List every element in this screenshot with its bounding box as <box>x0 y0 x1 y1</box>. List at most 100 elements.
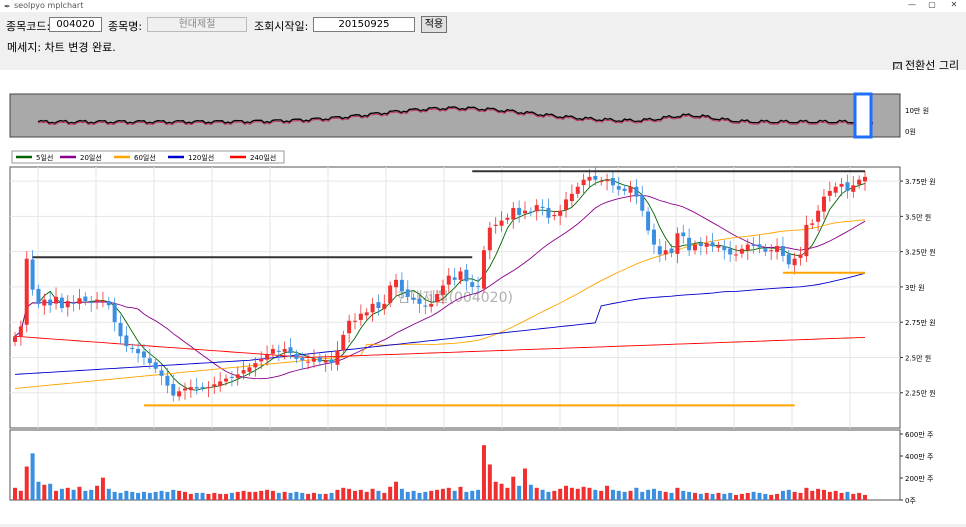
candle-body <box>30 259 35 290</box>
volume-bar <box>646 489 651 500</box>
close-button[interactable]: ✕ <box>950 0 958 9</box>
window-title: seolpyo mplchart <box>14 1 84 10</box>
volume-bar <box>839 492 844 500</box>
volume-bar <box>300 492 305 500</box>
candle-body <box>646 211 651 231</box>
candle-body <box>564 199 569 210</box>
volume-bar <box>757 492 762 500</box>
candle-body <box>311 358 316 362</box>
volume-bar <box>523 468 527 500</box>
volume-bar <box>124 490 129 500</box>
volume-bar <box>440 488 445 500</box>
volume-bar <box>253 491 258 500</box>
query-form: 종목코드: 004020 종목명: 현대제철 조회시작일: 20150925 적… <box>0 15 966 37</box>
candle-body <box>698 242 703 247</box>
candle-body <box>77 298 82 304</box>
volume-bar <box>751 491 756 500</box>
candle-body <box>716 246 721 248</box>
volume-bar <box>698 493 703 500</box>
candle-body <box>95 299 100 302</box>
volume-bar <box>388 486 393 500</box>
legend-label: 60일선 <box>134 153 156 162</box>
volume-bar <box>704 492 709 500</box>
volume-bar <box>71 489 76 500</box>
candle-body <box>300 358 305 361</box>
volume-bar <box>235 491 240 500</box>
volume-bar <box>147 492 152 500</box>
volume-bar <box>681 490 686 500</box>
candle-body <box>523 210 527 214</box>
candle-body <box>153 362 158 369</box>
volume-bar <box>95 485 100 500</box>
watermark: 현대제철(004020) <box>397 290 513 306</box>
candle-body <box>751 244 756 247</box>
volume-ytick-label: 200만 주 <box>905 474 934 483</box>
candle-body <box>276 350 281 352</box>
price-ytick-label: 3만 원 <box>905 283 925 292</box>
candle-body <box>259 358 264 362</box>
candle-body <box>341 334 346 351</box>
volume-bar <box>376 490 381 500</box>
volume-bar <box>476 489 481 500</box>
legend-label: 5일선 <box>36 153 53 162</box>
candle-body <box>552 214 557 217</box>
code-input[interactable]: 004020 <box>49 17 102 32</box>
volume-bar <box>663 491 668 500</box>
volume-bar <box>417 492 422 500</box>
volume-bar <box>564 485 569 500</box>
volume-bar <box>763 493 768 500</box>
ma-line-240 <box>14 335 866 358</box>
candle-body <box>399 279 404 292</box>
volume-bar <box>54 490 59 500</box>
candle-body <box>358 313 363 320</box>
candle-body <box>218 381 223 386</box>
candle-body <box>821 196 826 212</box>
apply-button[interactable]: 적용 <box>421 16 447 33</box>
volume-bar <box>89 489 94 500</box>
overview-chart: 10만 원 0원 <box>9 92 929 139</box>
volume-bar <box>581 486 586 500</box>
candle-body <box>147 358 152 364</box>
candle-body <box>763 248 768 252</box>
overview-ytick: 10만 원 <box>905 106 929 115</box>
volume-ytick-label: 0주 <box>905 497 916 505</box>
volume-bar <box>499 483 504 500</box>
volume-bar <box>810 490 815 500</box>
candle-body <box>36 288 41 304</box>
volume-bar <box>270 490 275 500</box>
volume-bar <box>534 487 539 500</box>
volume-bar <box>605 485 610 500</box>
candle-body <box>48 299 53 306</box>
candle-body <box>335 350 340 365</box>
volume-bar <box>358 489 363 500</box>
volume-bar <box>821 489 826 500</box>
candle-body <box>734 254 739 256</box>
candle-body <box>845 182 850 191</box>
candle-body <box>194 387 199 389</box>
volume-bar <box>851 493 856 500</box>
volume-bar <box>183 491 187 500</box>
volume-bar <box>48 483 53 500</box>
candle-body <box>206 387 211 389</box>
volume-bar <box>552 490 557 500</box>
volume-bar <box>423 491 428 500</box>
volume-bar <box>24 466 29 500</box>
maximize-button[interactable]: ▢ <box>928 0 936 9</box>
candle-body <box>669 248 674 254</box>
volume-bar <box>487 464 492 500</box>
date-input[interactable]: 20150925 <box>313 17 415 32</box>
candle-body <box>839 183 844 187</box>
candle-body <box>505 217 510 220</box>
candle-body <box>13 336 17 342</box>
minimize-button[interactable]: — <box>908 0 916 9</box>
candle-body <box>534 205 539 212</box>
candle-body <box>353 320 357 322</box>
volume-bar <box>141 491 146 500</box>
volume-bar <box>42 484 47 500</box>
candle-body <box>458 271 463 280</box>
volume-bar <box>780 490 785 500</box>
legend-label: 20일선 <box>80 153 102 162</box>
candle-body <box>780 246 785 256</box>
candle-body <box>265 354 270 360</box>
stock-chart[interactable]: 10만 원 0원 5일선 20일선 60일선 120일선 240일선 3.75만 원 3.5… <box>0 70 966 524</box>
